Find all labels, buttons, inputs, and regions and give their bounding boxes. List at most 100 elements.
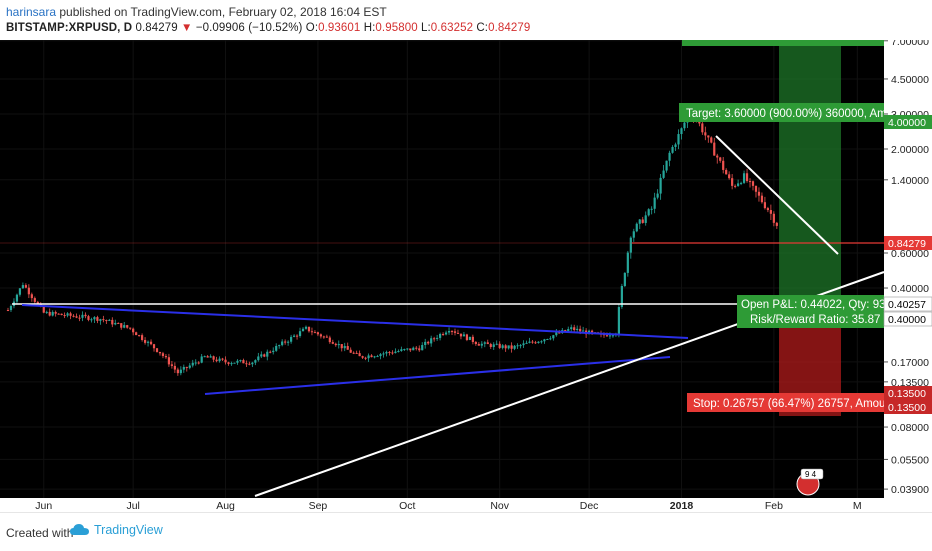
candle-body (30, 294, 33, 299)
publish-info: harinsara published on TradingView.com, … (6, 5, 387, 19)
candle-body (439, 333, 442, 338)
candle-body (498, 343, 501, 348)
candle-body (272, 350, 275, 353)
x-tick-label: Jun (35, 500, 52, 512)
candle-body (87, 316, 90, 320)
price-badge: 0.40000 (888, 314, 926, 326)
candle-body (617, 307, 620, 334)
triangle-upper-trendline[interactable] (21, 304, 689, 339)
price-badge: 0.84279 (888, 238, 926, 250)
candle-body (218, 358, 221, 362)
candle-body (677, 134, 680, 145)
price-badges: 4.000000.842790.402570.400000.135000.135… (883, 115, 932, 414)
candle-body (108, 319, 111, 321)
candle-body (409, 348, 412, 351)
y-tick-label: 7.00000 (891, 40, 929, 48)
candle-body (656, 193, 659, 198)
candle-body (385, 351, 388, 354)
candle-body (519, 345, 522, 347)
candle-body (307, 326, 311, 332)
candle-body (388, 351, 391, 353)
candle-body (465, 334, 469, 340)
low-label: L: (421, 22, 431, 34)
candle-body (754, 185, 758, 192)
candle-body (608, 335, 612, 337)
x-tick-label: Sep (309, 500, 328, 512)
candle-body (370, 355, 373, 358)
candle-body (579, 328, 582, 332)
author-link[interactable]: harinsara (6, 5, 57, 19)
candle-body (78, 317, 81, 319)
candle-body (349, 349, 352, 353)
flag-icon[interactable]: 9 4 (796, 468, 824, 496)
candle-body (734, 185, 737, 187)
x-tick-label: M (853, 500, 862, 512)
candle-body (352, 352, 355, 354)
open-value: 0.93601 (318, 22, 361, 34)
candle-body (647, 209, 650, 216)
candle-body (292, 335, 296, 337)
candle-body (143, 339, 147, 343)
candle-body (27, 287, 30, 295)
y-axis-labels: 10.000007.000004.500003.000002.000001.40… (884, 40, 929, 496)
candle-body (355, 352, 358, 354)
candle-body (96, 317, 99, 321)
candle-body (671, 146, 674, 153)
candle-body (751, 181, 755, 186)
candle-body (653, 197, 656, 209)
candle-body (331, 342, 334, 344)
candle-body (6, 310, 10, 312)
candle-body (531, 341, 534, 343)
candle-body (644, 215, 647, 223)
time-axis[interactable] (0, 498, 884, 512)
candle-body (373, 356, 376, 358)
candle-body (21, 285, 24, 289)
candle-body (179, 369, 182, 374)
candle-body (731, 178, 734, 186)
candle-body (772, 213, 775, 223)
candle-body (93, 317, 96, 320)
candle-body (775, 222, 778, 226)
candle-body (546, 339, 549, 341)
candle-body (555, 332, 558, 336)
open-label: O: (305, 22, 319, 34)
candle-body (674, 144, 677, 147)
candle-body (760, 195, 764, 203)
candle-body (129, 327, 132, 329)
candle-body (158, 351, 162, 354)
pnl-label-box[interactable]: Open P&L: 0.44022, Qty: 934 Risk/Reward … (737, 295, 892, 328)
descending-trendline[interactable] (715, 135, 839, 255)
candle-body (757, 191, 761, 196)
candle-body (123, 325, 126, 328)
candle-body (75, 316, 78, 318)
brand-name: TradingView (94, 523, 163, 537)
candle-body (281, 341, 284, 346)
candle-body (340, 344, 343, 349)
candle-body (582, 330, 585, 332)
candle-body (406, 348, 409, 350)
stop-label-box[interactable]: Stop: 0.26757 (66.47%) 26757, Amou (687, 393, 885, 412)
candle-body (251, 362, 254, 365)
candle-body (152, 344, 156, 349)
candle-body (334, 343, 337, 346)
candle-body (24, 285, 27, 288)
candle-body (102, 319, 105, 321)
price-chart[interactable]: Target: 3.60000 (900.00%) 360000, Amo Op… (0, 40, 932, 512)
candle-body (72, 315, 75, 317)
candle-body (126, 325, 129, 328)
candle-body (164, 356, 168, 358)
x-tick-label: Aug (216, 500, 235, 512)
tradingview-logo[interactable]: TradingView (70, 523, 163, 537)
y-tick-label: 0.08000 (891, 422, 929, 434)
candle-body (501, 345, 504, 348)
candle-body (266, 351, 269, 357)
candle-body (105, 320, 108, 322)
candle-body (328, 337, 331, 343)
candle-body (495, 343, 498, 345)
triangle-lower-trendline[interactable] (204, 356, 671, 395)
target-label-box[interactable]: Target: 3.60000 (900.00%) 360000, Amo (679, 103, 893, 122)
position-tool[interactable] (779, 44, 841, 416)
candle-body (471, 336, 474, 342)
y-tick-label: 0.60000 (891, 248, 929, 260)
candle-body (456, 332, 460, 334)
